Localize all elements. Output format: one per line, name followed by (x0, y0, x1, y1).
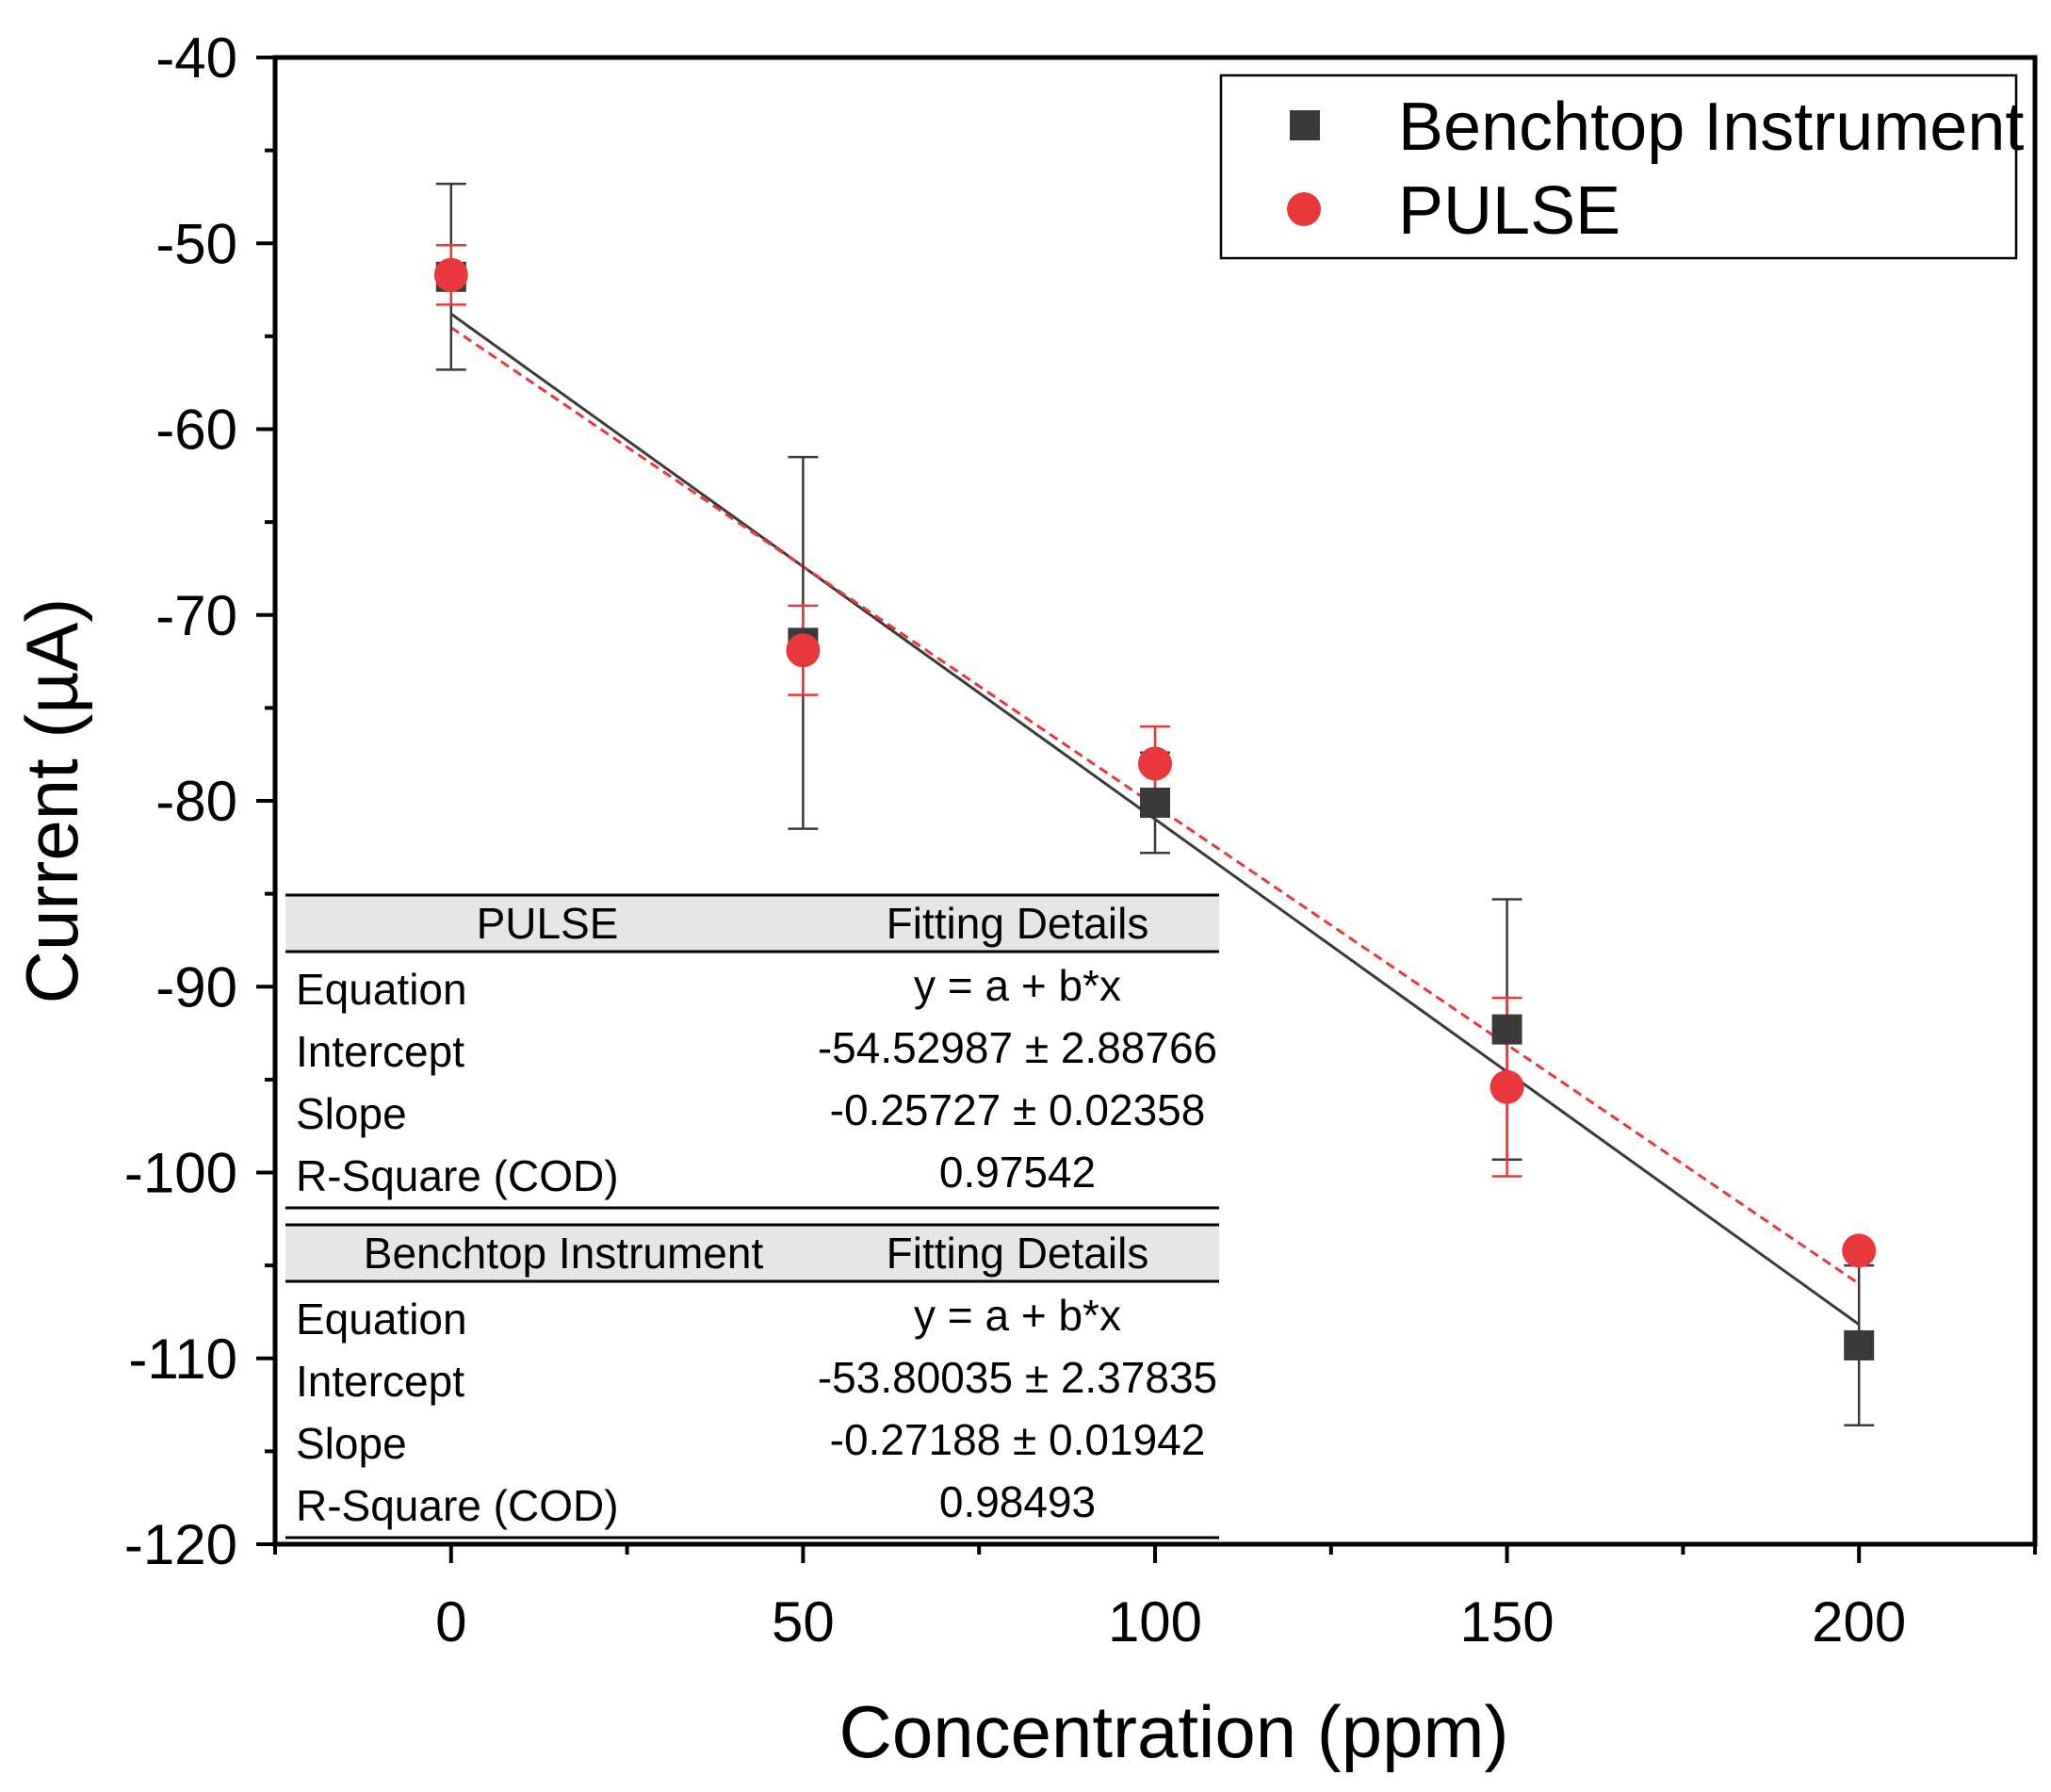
data-point-pulse (786, 633, 821, 668)
fit-table-param: Equation (296, 1295, 467, 1344)
fit-table-header-label: Fitting Details (887, 899, 1149, 948)
x-tick-label: 200 (1812, 1590, 1906, 1654)
data-point-pulse (1138, 746, 1172, 781)
y-tick-label: -40 (155, 26, 237, 90)
legend-label: Benchtop Instrument (1398, 90, 2024, 165)
fit-table-value: -0.25727 ± 0.02358 (830, 1085, 1206, 1134)
y-tick-label: -110 (128, 1328, 237, 1391)
y-tick-label: -60 (155, 399, 237, 462)
y-tick-label: -70 (155, 584, 237, 647)
y-tick-label: -50 (155, 212, 237, 275)
fit-table-value: -0.27188 ± 0.01942 (830, 1415, 1206, 1464)
fit-table-param: R-Square (COD) (296, 1151, 619, 1200)
fit-table-header-bg (285, 1225, 1219, 1281)
axis-ticks: 0 50 100 150 200 -40 -50 -60 -70 -80 -90 -100 -110 -1… (124, 26, 2037, 1654)
y-tick-label: -80 (155, 770, 237, 833)
x-tick-label: 100 (1108, 1590, 1202, 1654)
fit-table-param: Intercept (296, 1357, 464, 1406)
data-point-pulse (1842, 1233, 1877, 1268)
data-point-benchtop (1140, 787, 1170, 818)
data-point-benchtop (1844, 1329, 1875, 1360)
fit-table-param: R-Square (COD) (296, 1481, 619, 1530)
fit-table-param: Slope (296, 1419, 407, 1468)
fit-table-param: Intercept (296, 1027, 464, 1076)
data-point-benchtop (1491, 1014, 1522, 1045)
fit-table-value: y = a + b*x (914, 961, 1121, 1010)
data-points (433, 257, 1877, 1360)
fit-tables: PULSE Fitting Details Equation y = a + b*x I… (285, 893, 1219, 1539)
data-point-pulse (433, 257, 468, 292)
fit-table-param: Slope (296, 1089, 407, 1138)
fit-table-value: y = a + b*x (914, 1291, 1121, 1340)
y-axis-title: Current (µA) (10, 598, 93, 1004)
fit-table-header-label: PULSE (477, 899, 619, 948)
y-tick-label: -120 (124, 1513, 237, 1576)
x-tick-label: 150 (1460, 1590, 1555, 1654)
fit-table-value: 0.97542 (939, 1148, 1096, 1197)
fit-table-header-bg (285, 895, 1219, 952)
data-point-pulse (1489, 1069, 1524, 1104)
x-axis-title: Concentration (ppm) (839, 1690, 1509, 1773)
y-tick-label: -100 (124, 1142, 237, 1205)
legend-marker (1287, 192, 1321, 226)
fit-table: Benchtop Instrument Fitting Details Equati… (285, 1223, 1219, 1539)
legend-label: PULSE (1398, 173, 1620, 249)
fit-table-header-label: Benchtop Instrument (364, 1229, 764, 1278)
x-tick-label: 0 (435, 1590, 466, 1654)
fit-table-param: Equation (296, 965, 467, 1014)
fit-table-value: -53.80035 ± 2.37835 (818, 1353, 1217, 1402)
y-tick-label: -90 (155, 955, 237, 1018)
legend-marker (1290, 110, 1320, 140)
x-tick-label: 50 (772, 1590, 835, 1654)
fit-table-value: 0.98493 (939, 1477, 1096, 1526)
legend: Benchtop Instrument PULSE (1219, 73, 2024, 260)
fit-table-value: -54.52987 ± 2.88766 (818, 1023, 1217, 1072)
fit-table: PULSE Fitting Details Equation y = a + b*x I… (285, 893, 1219, 1210)
legend-box (1219, 73, 2018, 260)
fit-table-header-label: Fitting Details (887, 1229, 1149, 1278)
